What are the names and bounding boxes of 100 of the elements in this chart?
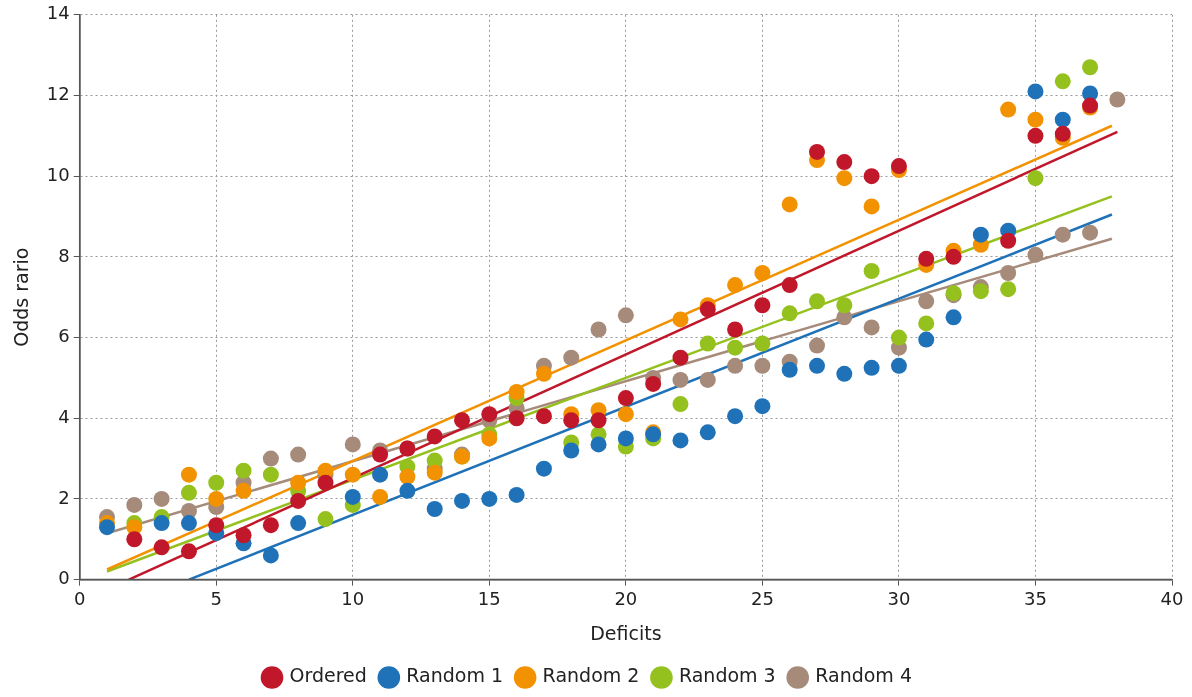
- point: [481, 430, 498, 447]
- point: [262, 450, 279, 467]
- point: [836, 365, 853, 382]
- point: [372, 488, 389, 505]
- point: [1027, 111, 1044, 128]
- point: [399, 482, 416, 499]
- point: [972, 283, 989, 300]
- point: [699, 335, 716, 352]
- point: [617, 406, 634, 423]
- point: [262, 517, 279, 534]
- legend-label: Random 2: [542, 664, 640, 687]
- legend-label: Random 4: [815, 664, 912, 687]
- point: [1054, 111, 1071, 128]
- point: [672, 371, 689, 388]
- point: [945, 248, 962, 265]
- point: [890, 329, 907, 346]
- point: [590, 321, 607, 338]
- point: [918, 331, 935, 348]
- point: [481, 490, 498, 507]
- point: [672, 311, 689, 328]
- y-tick-label: 12: [46, 83, 70, 105]
- x-tick-label: 35: [1024, 588, 1047, 610]
- point: [235, 527, 252, 544]
- legend-label: Ordered: [289, 664, 367, 687]
- point: [699, 424, 716, 441]
- point: [836, 154, 853, 171]
- legend-label: Random 3: [678, 664, 776, 687]
- point: [454, 492, 471, 509]
- point: [508, 486, 525, 503]
- point: [836, 170, 853, 187]
- point: [235, 462, 252, 479]
- y-tick-label: 6: [58, 325, 70, 347]
- point: [399, 468, 416, 485]
- point: [153, 515, 170, 532]
- y-tick-label: 2: [58, 486, 70, 508]
- point: [727, 408, 744, 425]
- point: [781, 305, 798, 322]
- point: [563, 442, 580, 459]
- point: [290, 474, 307, 491]
- point: [918, 315, 935, 332]
- point: [754, 398, 771, 415]
- point: [235, 482, 252, 499]
- point: [290, 515, 307, 532]
- point: [126, 531, 143, 548]
- point: [672, 432, 689, 449]
- point: [863, 319, 880, 336]
- point: [535, 460, 552, 477]
- point: [180, 515, 197, 532]
- point: [1000, 281, 1017, 298]
- x-tick-label: 0: [73, 588, 86, 610]
- point: [426, 501, 443, 517]
- point: [317, 511, 334, 528]
- point: [563, 412, 580, 429]
- point: [535, 365, 552, 382]
- x-tick-label: 40: [1160, 588, 1184, 610]
- point: [890, 357, 907, 374]
- point: [809, 293, 825, 310]
- point: [344, 436, 361, 453]
- point: [809, 357, 825, 374]
- point: [1082, 59, 1099, 76]
- point: [563, 349, 580, 366]
- point: [372, 446, 389, 463]
- y-tick-label: 8: [58, 244, 70, 266]
- y-axis-title: Odds rario: [10, 247, 33, 347]
- point: [290, 492, 307, 509]
- point: [809, 143, 825, 160]
- point: [754, 335, 771, 352]
- point: [508, 410, 525, 427]
- point: [208, 490, 225, 507]
- point: [1054, 226, 1071, 243]
- point: [781, 196, 798, 213]
- point: [672, 396, 689, 413]
- point: [1027, 127, 1044, 144]
- point: [754, 297, 771, 314]
- point: [208, 474, 225, 491]
- point: [1000, 101, 1017, 118]
- point: [508, 384, 525, 401]
- y-tick-label: 14: [46, 2, 70, 24]
- point: [727, 357, 744, 374]
- point: [262, 547, 279, 564]
- point: [863, 359, 880, 376]
- point: [863, 168, 880, 185]
- point: [918, 293, 935, 310]
- point: [1027, 170, 1044, 187]
- point: [1000, 232, 1017, 249]
- point: [781, 361, 798, 378]
- point: [180, 543, 197, 560]
- point: [672, 349, 689, 366]
- x-axis-title: Deficits: [590, 621, 662, 644]
- point: [945, 309, 962, 326]
- point: [99, 519, 116, 536]
- y-tick-label: 10: [46, 163, 70, 185]
- point: [1054, 125, 1071, 142]
- x-tick-label: 5: [210, 588, 222, 610]
- point: [126, 496, 143, 513]
- point: [699, 301, 716, 318]
- point: [180, 484, 197, 501]
- point: [918, 250, 935, 267]
- y-tick-label: 4: [58, 405, 70, 427]
- point: [153, 490, 170, 507]
